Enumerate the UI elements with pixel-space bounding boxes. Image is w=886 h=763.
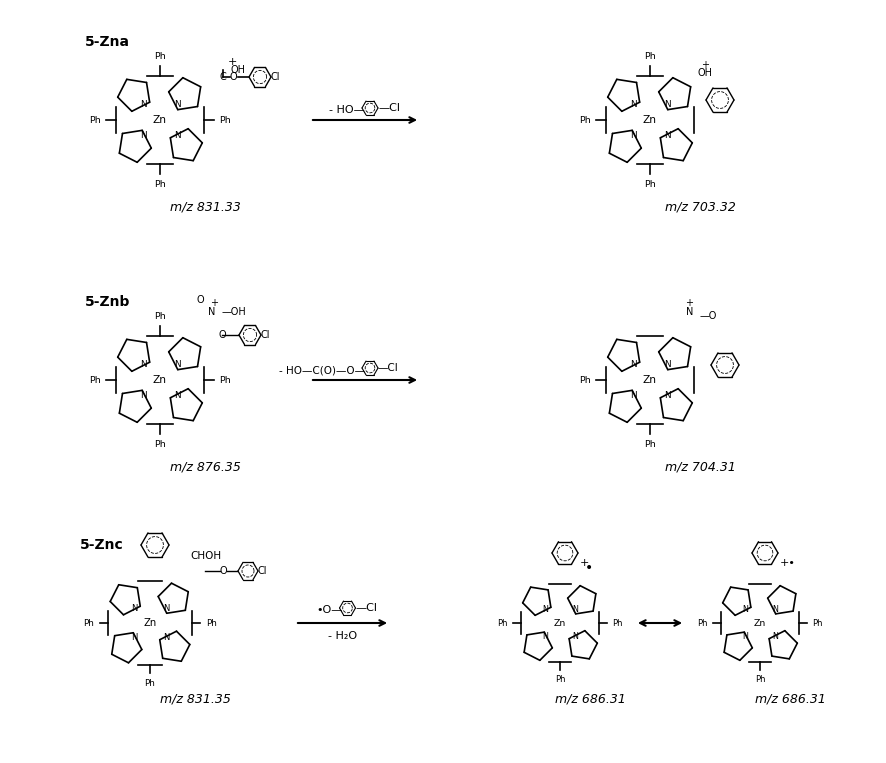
Text: N: N xyxy=(542,632,548,641)
Text: - H₂O: - H₂O xyxy=(328,631,357,641)
Text: O: O xyxy=(230,72,237,82)
Text: —OH: —OH xyxy=(222,307,246,317)
Text: N: N xyxy=(174,100,181,109)
Text: —Cl: —Cl xyxy=(355,603,377,613)
Text: 5-Zna: 5-Zna xyxy=(85,35,130,49)
Text: Ph: Ph xyxy=(579,115,590,124)
Text: 5-Znc: 5-Znc xyxy=(80,538,124,552)
Text: Zn: Zn xyxy=(153,375,167,385)
Text: N: N xyxy=(163,604,169,613)
Text: •O—: •O— xyxy=(316,605,343,615)
Text: +: + xyxy=(210,298,218,308)
Text: +: + xyxy=(685,298,693,308)
Text: N: N xyxy=(174,130,181,140)
Text: N: N xyxy=(174,391,181,400)
Text: Ph: Ph xyxy=(497,619,508,627)
Text: +: + xyxy=(228,57,237,67)
Text: N: N xyxy=(572,632,578,641)
Text: Ph: Ph xyxy=(697,619,708,627)
Text: Zn: Zn xyxy=(554,619,566,627)
Text: Ph: Ph xyxy=(220,115,231,124)
Text: Ph: Ph xyxy=(89,115,100,124)
Text: N: N xyxy=(664,391,671,400)
Text: •: • xyxy=(585,561,594,575)
Text: Cl: Cl xyxy=(271,72,281,82)
Text: Zn: Zn xyxy=(153,115,167,125)
Text: N: N xyxy=(664,100,671,109)
Text: N: N xyxy=(174,360,181,369)
Text: Cl: Cl xyxy=(261,330,270,340)
Text: Ph: Ph xyxy=(644,439,656,449)
Text: Zn: Zn xyxy=(643,115,657,125)
Text: N: N xyxy=(772,632,778,641)
Text: Ph: Ph xyxy=(154,179,166,188)
Text: 5-Znb: 5-Znb xyxy=(85,295,130,309)
Text: Ph: Ph xyxy=(612,619,623,627)
Text: Ph: Ph xyxy=(144,679,155,688)
Text: Zn: Zn xyxy=(144,618,157,628)
Text: N: N xyxy=(163,633,169,642)
Text: m/z 703.32: m/z 703.32 xyxy=(664,200,735,213)
Text: N: N xyxy=(630,391,636,400)
Text: Ph: Ph xyxy=(644,179,656,188)
Text: N: N xyxy=(630,360,636,369)
Text: Ph: Ph xyxy=(755,675,766,684)
Text: O: O xyxy=(196,295,204,305)
Text: —O: —O xyxy=(700,311,718,321)
Text: - HO—C(O)—O—: - HO—C(O)—O— xyxy=(279,365,365,375)
Text: N: N xyxy=(140,360,146,369)
Text: OH: OH xyxy=(231,65,246,75)
Text: Ph: Ph xyxy=(206,619,217,627)
Text: N: N xyxy=(140,100,146,109)
Text: CHOH: CHOH xyxy=(190,551,222,561)
Text: N: N xyxy=(772,605,778,614)
Text: N: N xyxy=(131,633,137,642)
Text: Ph: Ph xyxy=(89,375,100,385)
Text: C: C xyxy=(220,72,227,82)
Text: O: O xyxy=(218,330,226,340)
Text: N: N xyxy=(140,391,146,400)
Text: N: N xyxy=(572,605,578,614)
Text: Zn: Zn xyxy=(754,619,766,627)
Text: m/z 876.35: m/z 876.35 xyxy=(169,460,240,473)
Text: m/z 704.31: m/z 704.31 xyxy=(664,460,735,473)
Text: Ph: Ph xyxy=(220,375,231,385)
Text: Ph: Ph xyxy=(812,619,823,627)
Text: +•: +• xyxy=(780,558,796,568)
Text: m/z 686.31: m/z 686.31 xyxy=(555,693,626,706)
Text: —Cl: —Cl xyxy=(378,103,400,113)
Text: N: N xyxy=(630,100,636,109)
Text: N: N xyxy=(742,605,748,614)
Text: m/z 831.33: m/z 831.33 xyxy=(169,200,240,213)
Text: m/z 831.35: m/z 831.35 xyxy=(159,693,230,706)
Text: Ph: Ph xyxy=(154,311,166,320)
Text: Ph: Ph xyxy=(83,619,94,627)
Text: - HO—: - HO— xyxy=(330,105,365,115)
Text: N: N xyxy=(131,604,137,613)
Text: Ph: Ph xyxy=(555,675,565,684)
Text: —Cl: —Cl xyxy=(378,363,399,373)
Text: N: N xyxy=(664,130,671,140)
Text: Ph: Ph xyxy=(579,375,590,385)
Text: Zn: Zn xyxy=(643,375,657,385)
Text: N: N xyxy=(542,605,548,614)
Text: m/z 686.31: m/z 686.31 xyxy=(755,693,826,706)
Text: N: N xyxy=(664,360,671,369)
Text: Ph: Ph xyxy=(154,51,166,60)
Text: N: N xyxy=(208,307,215,317)
Text: +: + xyxy=(580,558,589,568)
Text: Cl: Cl xyxy=(258,566,268,576)
Text: Ph: Ph xyxy=(154,439,166,449)
Text: OH: OH xyxy=(697,68,712,78)
Text: N: N xyxy=(742,632,748,641)
Text: N: N xyxy=(630,130,636,140)
Text: +: + xyxy=(701,60,709,70)
Text: Ph: Ph xyxy=(644,51,656,60)
Text: N: N xyxy=(687,307,694,317)
Text: N: N xyxy=(140,130,146,140)
Text: O: O xyxy=(220,566,228,576)
